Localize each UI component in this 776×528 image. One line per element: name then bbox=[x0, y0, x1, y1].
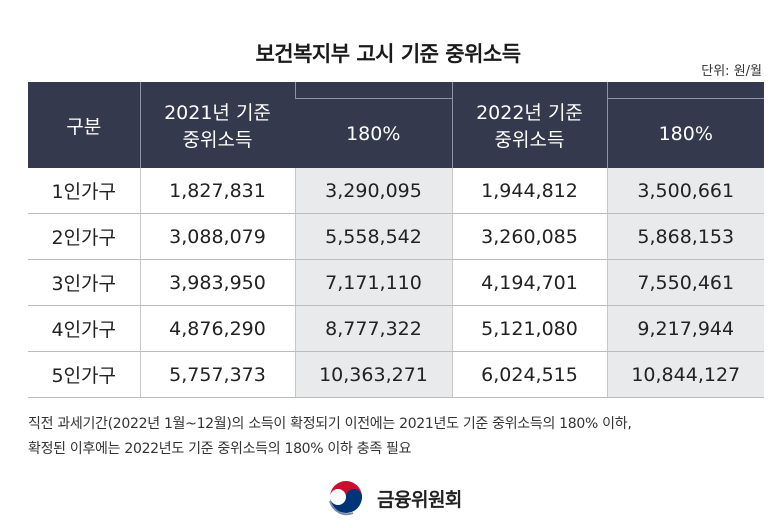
page-title: 보건복지부 고시 기준 중위소득 bbox=[255, 42, 521, 66]
row-label: 2인가구 bbox=[28, 213, 140, 260]
table-row: 1인가구 1,827,831 3,290,095 1,944,812 3,500… bbox=[28, 168, 764, 214]
footnote-line1: 직전 과세기간(2022년 1월~12월)의 소득이 확정되기 이전에는 202… bbox=[28, 416, 632, 432]
cell-2021-180pct: 10,363,271 bbox=[294, 351, 452, 398]
cell-2022-180pct: 10,844,127 bbox=[606, 351, 764, 398]
cell-2021-median: 1,827,831 bbox=[139, 168, 295, 214]
header-2021-180pct: 180% bbox=[295, 98, 452, 168]
header-category: 구분 bbox=[28, 82, 140, 168]
cell-2022-median: 3,260,085 bbox=[451, 213, 607, 260]
cell-2022-180pct: 3,500,661 bbox=[606, 168, 764, 214]
table-row: 3인가구 3,983,950 7,171,110 4,194,701 7,550… bbox=[28, 259, 764, 306]
row-label: 5인가구 bbox=[28, 351, 140, 398]
unit-label: 단위: 원/월 bbox=[701, 64, 762, 79]
table-row: 2인가구 3,088,079 5,558,542 3,260,085 5,868… bbox=[28, 213, 764, 260]
cell-2022-median: 1,944,812 bbox=[451, 168, 607, 214]
header-2022-median: 2022년 기준 중위소득 bbox=[451, 82, 607, 168]
footnote: 직전 과세기간(2022년 1월~12월)의 소득이 확정되기 이전에는 202… bbox=[28, 412, 768, 462]
taegeuk-emblem-icon bbox=[329, 481, 362, 516]
row-label: 4인가구 bbox=[28, 305, 140, 352]
table-row: 4인가구 4,876,290 8,777,322 5,121,080 9,217… bbox=[28, 305, 764, 352]
header-row: 구분 2021년 기준 중위소득 2022년 기준 중위소득 bbox=[28, 82, 764, 168]
cell-2022-180pct: 7,550,461 bbox=[606, 259, 764, 306]
cell-2022-180pct: 5,868,153 bbox=[606, 213, 764, 260]
cell-2022-median: 4,194,701 bbox=[451, 259, 607, 306]
header-2022-line2: 중위소득 bbox=[494, 129, 565, 151]
cell-2021-180pct: 3,290,095 bbox=[294, 168, 452, 214]
footer-logo: 금융위원회 bbox=[325, 476, 462, 520]
header-2021-line1: 2021년 기준 bbox=[164, 102, 271, 124]
cell-2021-median: 5,757,373 bbox=[139, 351, 295, 398]
header-2021-line2: 중위소득 bbox=[182, 129, 253, 151]
header-subrow: 180% 180% bbox=[28, 98, 764, 168]
cell-2021-median: 3,983,950 bbox=[139, 259, 295, 306]
row-label: 1인가구 bbox=[28, 168, 140, 214]
row-label: 3인가구 bbox=[28, 259, 140, 306]
cell-2022-median: 6,024,515 bbox=[451, 351, 607, 398]
cell-2021-180pct: 8,777,322 bbox=[294, 305, 452, 352]
org-name: 금융위원회 bbox=[377, 488, 462, 511]
cell-2021-median: 4,876,290 bbox=[139, 305, 295, 352]
footnote-line2: 확정된 이후에는 2022년도 기준 중위소득의 180% 이하 충족 필요 bbox=[28, 441, 412, 457]
header-2022-180pct: 180% bbox=[606, 98, 764, 168]
header-2021-median: 2021년 기준 중위소득 bbox=[139, 82, 295, 168]
cell-2022-180pct: 9,217,944 bbox=[606, 305, 764, 352]
header-2022-line1: 2022년 기준 bbox=[476, 102, 583, 124]
table-row: 5인가구 5,757,373 10,363,271 6,024,515 10,8… bbox=[28, 351, 764, 398]
cell-2022-median: 5,121,080 bbox=[451, 305, 607, 352]
income-table: 구분 2021년 기준 중위소득 2022년 기준 중위소득 180% 180%… bbox=[28, 82, 764, 398]
cell-2021-180pct: 5,558,542 bbox=[294, 213, 452, 260]
cell-2021-180pct: 7,171,110 bbox=[294, 259, 452, 306]
cell-2021-median: 3,088,079 bbox=[139, 213, 295, 260]
